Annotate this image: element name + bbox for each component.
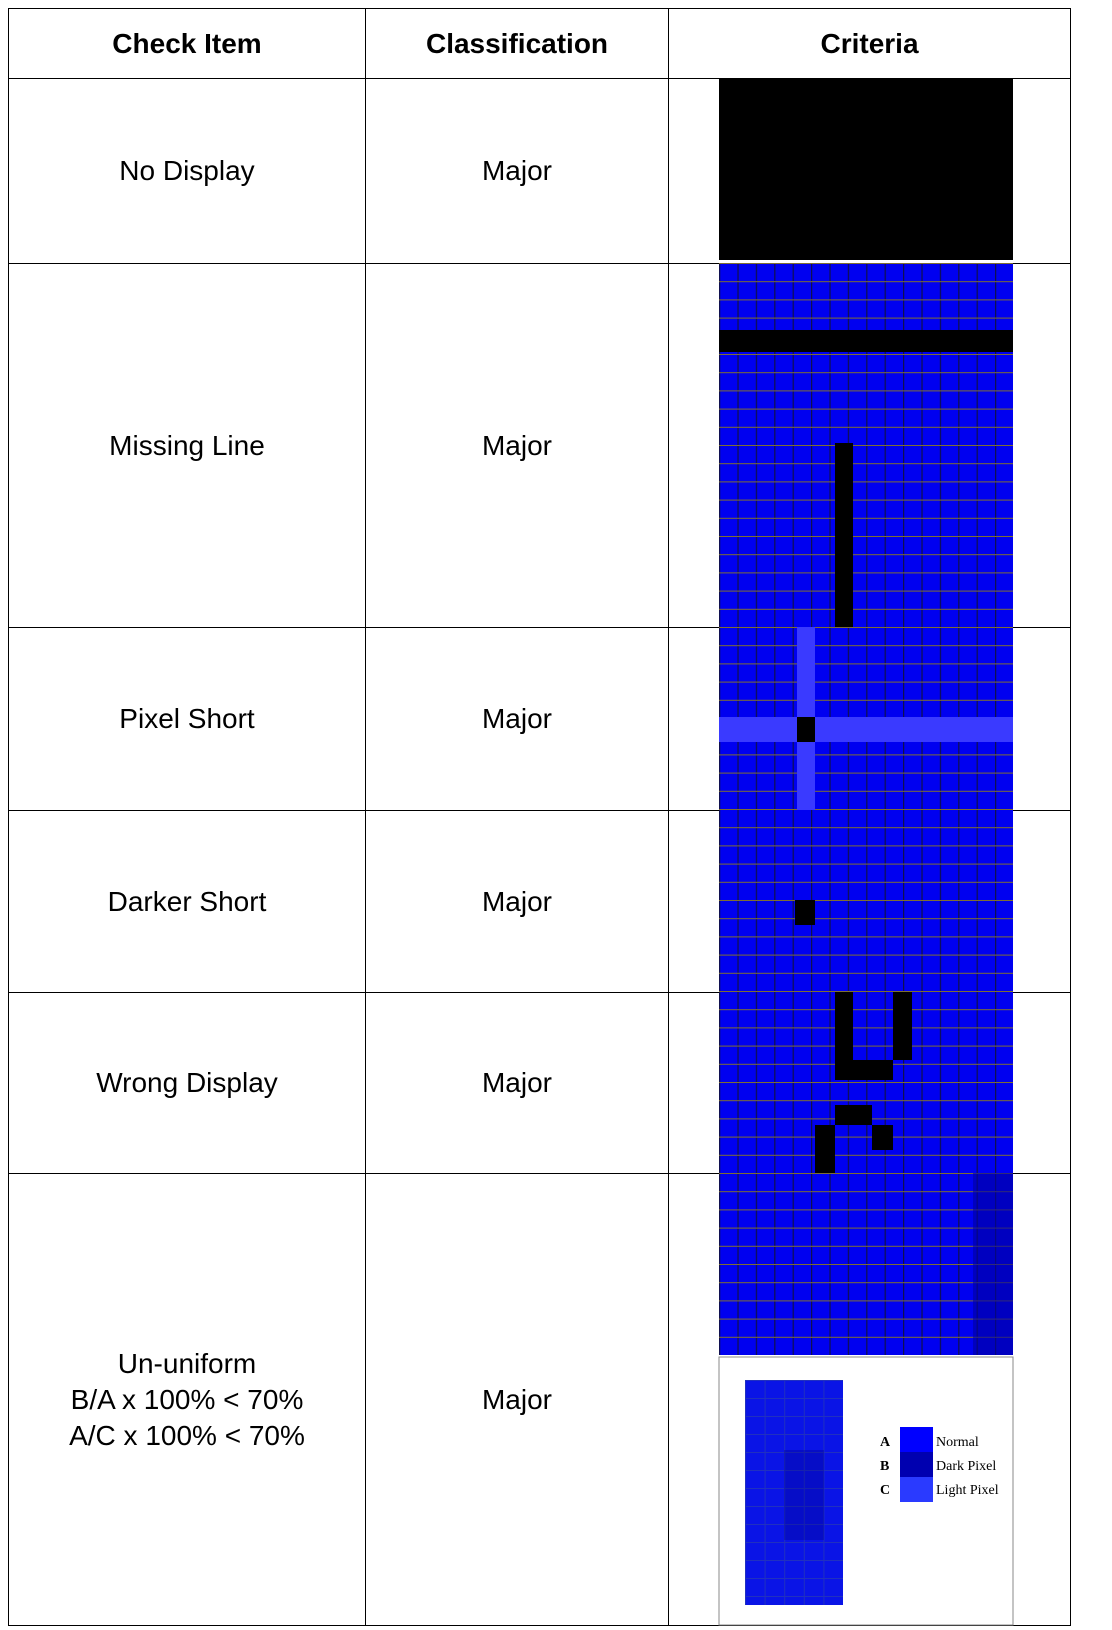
header-cell: Check Item xyxy=(8,8,366,79)
legend-key: B xyxy=(880,1459,889,1474)
ununiform-dark xyxy=(973,1173,1013,1355)
check-item: A/C x 100% < 70% xyxy=(69,1419,305,1451)
check-item-cell: Pixel Short xyxy=(8,627,366,811)
classification: Major xyxy=(365,263,669,628)
check-item: Darker Short xyxy=(107,885,267,917)
wrong-mark xyxy=(835,992,853,1080)
legend-key: C xyxy=(880,1483,890,1498)
classification: Major xyxy=(365,810,669,993)
check-item: B/A x 100% < 70% xyxy=(70,1383,304,1415)
wrong-mark xyxy=(815,1125,835,1173)
legend-label: Light Pixel xyxy=(936,1483,999,1498)
check-item-cell: Darker Short xyxy=(8,810,366,993)
wrong-mark xyxy=(835,1060,893,1080)
check-item: Pixel Short xyxy=(119,703,255,734)
legend-label: Normal xyxy=(936,1435,979,1450)
check-item: No Display xyxy=(119,155,255,186)
header-cell: Criteria xyxy=(668,8,1071,79)
pixel-short-cross xyxy=(797,717,815,742)
check-item: Missing Line xyxy=(109,429,265,461)
check-item: Wrong Display xyxy=(96,1067,278,1098)
pixel-grid-image xyxy=(719,263,1013,1355)
legend-swatch xyxy=(900,1427,933,1452)
legend-sample-dark xyxy=(784,1450,824,1540)
classification: Major xyxy=(365,992,669,1174)
pixel-short-h xyxy=(719,717,1013,742)
classification: Major xyxy=(365,627,669,811)
legend-swatch xyxy=(900,1477,933,1502)
missing-line-h xyxy=(719,330,1013,352)
legend-sample xyxy=(745,1380,843,1605)
wrong-mark xyxy=(872,1125,893,1150)
header-row: Check Item Classification Criteria xyxy=(8,8,1071,79)
wrong-mark xyxy=(835,1105,872,1125)
wrong-mark xyxy=(893,992,912,1060)
legend-key: A xyxy=(880,1435,891,1450)
legend-swatch xyxy=(900,1452,933,1477)
no-display-image xyxy=(719,79,1013,260)
darker-short-cell xyxy=(795,900,815,925)
check-item-cell: Wrong Display xyxy=(8,992,366,1174)
check-item: Un-uniform xyxy=(117,1347,257,1379)
check-item-cell: Missing Line xyxy=(8,263,366,628)
header-cell: Classification xyxy=(365,8,669,79)
legend-label: Dark Pixel xyxy=(936,1459,996,1474)
check-item-cell: Un-uniform B/A x 100% < 70% A/C x 100% < 7… xyxy=(8,1173,366,1626)
classification: Major xyxy=(365,1173,669,1626)
defect-marks xyxy=(719,330,1013,1355)
missing-line-v xyxy=(835,443,853,627)
